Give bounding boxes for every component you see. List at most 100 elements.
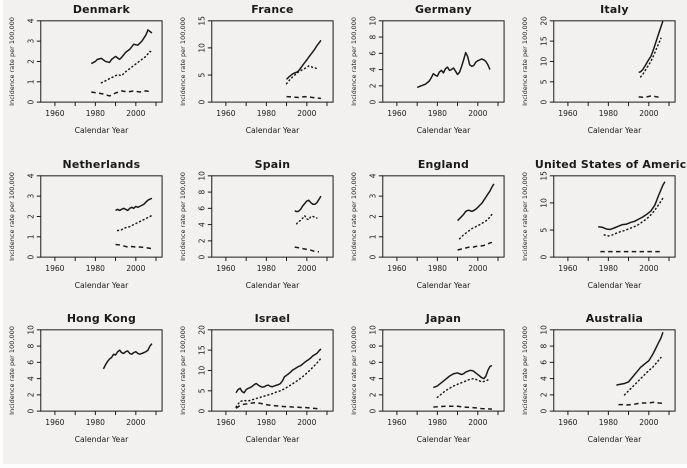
x-tick-label: 1980 bbox=[599, 264, 618, 273]
netherlands-dashed-line bbox=[115, 243, 153, 249]
y-tick-label: 20 bbox=[539, 16, 548, 26]
y-tick-label: 8 bbox=[368, 34, 377, 39]
england-solid-line bbox=[457, 183, 495, 221]
y-tick-label: 6 bbox=[368, 51, 377, 56]
y-tick-label: 5 bbox=[539, 79, 548, 84]
y-tick-label: 2 bbox=[26, 59, 35, 64]
x-axis-label: Calendar Year bbox=[417, 126, 472, 135]
plot-box bbox=[553, 329, 676, 412]
y-tick-label: 0 bbox=[26, 409, 35, 414]
y-tick-label: 2 bbox=[26, 393, 35, 398]
y-tick-label: 0 bbox=[539, 100, 548, 105]
y-tick-label: 20 bbox=[197, 325, 206, 335]
x-tick-label: 1980 bbox=[599, 109, 618, 118]
united-states-of-america-solid-line bbox=[598, 181, 666, 230]
x-tick-label: 2000 bbox=[468, 418, 487, 427]
y-tick-label: 4 bbox=[26, 376, 35, 381]
y-tick-label: 2 bbox=[197, 238, 206, 243]
x-tick-label: 1960 bbox=[558, 418, 577, 427]
chart-germany: Germany 0 2 4 6 8 10 Incidence rate per 100,000… bbox=[350, 3, 505, 135]
x-tick-label: 1980 bbox=[428, 109, 447, 118]
plot-box bbox=[211, 329, 334, 412]
france-dashed-line bbox=[286, 95, 321, 100]
x-axis-label: Calendar Year bbox=[246, 435, 301, 444]
x-axis-label: Calendar Year bbox=[246, 126, 301, 135]
y-tick-label: 3 bbox=[368, 193, 377, 198]
x-tick-label: 2000 bbox=[297, 418, 316, 427]
japan-dotted-line bbox=[436, 378, 491, 399]
y-tick-label: 2 bbox=[26, 214, 35, 219]
chart-netherlands: Netherlands 0 1 2 3 4 Incidence rate per 100,0… bbox=[8, 158, 163, 290]
x-axis-label: Calendar Year bbox=[417, 281, 472, 290]
plot-box bbox=[40, 174, 163, 258]
denmark-solid-line bbox=[90, 29, 153, 65]
panel-title: Spain bbox=[255, 158, 291, 171]
panel-title: Australia bbox=[586, 312, 643, 325]
x-tick-label: 1960 bbox=[387, 264, 406, 273]
denmark-dashed-line bbox=[91, 90, 153, 97]
y-axis-label: Incidence rate per 100,000 bbox=[8, 17, 16, 106]
y-axis-label: Incidence rate per 100,000 bbox=[350, 172, 358, 261]
y-tick-label: 1 bbox=[368, 234, 377, 239]
x-axis-label: Calendar Year bbox=[588, 281, 643, 290]
chart-france: France 0 5 10 15 Incidence rate per 100,000 19… bbox=[179, 3, 334, 135]
y-axis-label: Incidence rate per 100,000 bbox=[179, 172, 187, 261]
y-axis-label: Incidence rate per 100,000 bbox=[179, 326, 187, 415]
y-tick-label: 4 bbox=[368, 67, 377, 72]
plot-box bbox=[211, 20, 334, 103]
y-tick-label: 0 bbox=[26, 100, 35, 105]
x-tick-label: 1960 bbox=[558, 264, 577, 273]
x-tick-label: 1960 bbox=[216, 109, 235, 118]
y-axis-label: Incidence rate per 100,000 bbox=[521, 172, 529, 261]
y-tick-label: 8 bbox=[197, 189, 206, 194]
y-axis-label: Incidence rate per 100,000 bbox=[350, 326, 358, 415]
panel-title: Denmark bbox=[73, 3, 131, 16]
panel-france: France 0 5 10 15 Incidence rate per 100,000 19… bbox=[174, 0, 345, 155]
chart-united-states-of-america: United States of America 0 5 10 15 Incidence … bbox=[521, 158, 687, 290]
denmark-dotted-line bbox=[100, 50, 153, 84]
chart-denmark: Denmark 0 1 2 3 4 Incidence rate per 100,000 19… bbox=[8, 3, 163, 135]
x-tick-label: 1960 bbox=[216, 264, 235, 273]
y-tick-label: 10 bbox=[197, 170, 206, 180]
y-tick-label: 15 bbox=[539, 36, 548, 46]
panel-germany: Germany 0 2 4 6 8 10 Incidence rate per 100,000… bbox=[345, 0, 516, 155]
panel-italy: Italy 0 5 10 15 20 Incidence rate per 100,000 1… bbox=[516, 0, 687, 155]
france-solid-line bbox=[286, 39, 322, 80]
england-dashed-line bbox=[457, 241, 493, 251]
israel-solid-line bbox=[235, 348, 322, 394]
x-tick-label: 2000 bbox=[639, 264, 658, 273]
y-tick-label: 15 bbox=[197, 345, 206, 355]
plot-box bbox=[382, 20, 505, 103]
x-tick-label: 2000 bbox=[297, 109, 316, 118]
plot-box bbox=[382, 174, 505, 258]
y-tick-label: 1 bbox=[26, 234, 35, 239]
germany-solid-line bbox=[416, 51, 491, 89]
panel-title: France bbox=[251, 3, 293, 16]
spain-dashed-line bbox=[294, 245, 320, 253]
chart-hong-kong: Hong Kong 0 2 4 6 8 10 Incidence rate per 100,0… bbox=[8, 312, 163, 444]
y-tick-label: 0 bbox=[539, 409, 548, 414]
x-tick-label: 2000 bbox=[639, 418, 658, 427]
y-axis-label: Incidence rate per 100,000 bbox=[179, 17, 187, 106]
y-tick-label: 6 bbox=[368, 360, 377, 365]
spain-dotted-line bbox=[295, 214, 318, 225]
chart-japan: Japan 0 2 4 6 8 10 Incidence rate per 100,000 19… bbox=[350, 312, 505, 444]
x-tick-label: 2000 bbox=[468, 264, 487, 273]
italy-dotted-line bbox=[639, 37, 662, 78]
x-tick-label: 1980 bbox=[428, 418, 447, 427]
x-tick-label: 1980 bbox=[86, 109, 105, 118]
panel-spain: Spain 0 2 4 6 8 10 Incidence rate per 100,000 19… bbox=[174, 155, 345, 310]
y-tick-label: 10 bbox=[539, 56, 548, 66]
x-tick-label: 2000 bbox=[468, 109, 487, 118]
x-tick-label: 1960 bbox=[558, 109, 577, 118]
y-tick-label: 6 bbox=[197, 205, 206, 210]
y-tick-label: 4 bbox=[26, 173, 35, 178]
y-tick-label: 6 bbox=[26, 360, 35, 365]
y-tick-label: 3 bbox=[26, 193, 35, 198]
y-tick-label: 0 bbox=[197, 409, 206, 414]
y-axis-label: Incidence rate per 100,000 bbox=[8, 326, 16, 415]
y-tick-label: 10 bbox=[539, 325, 548, 335]
x-tick-label: 2000 bbox=[126, 264, 145, 273]
y-tick-label: 8 bbox=[539, 344, 548, 349]
